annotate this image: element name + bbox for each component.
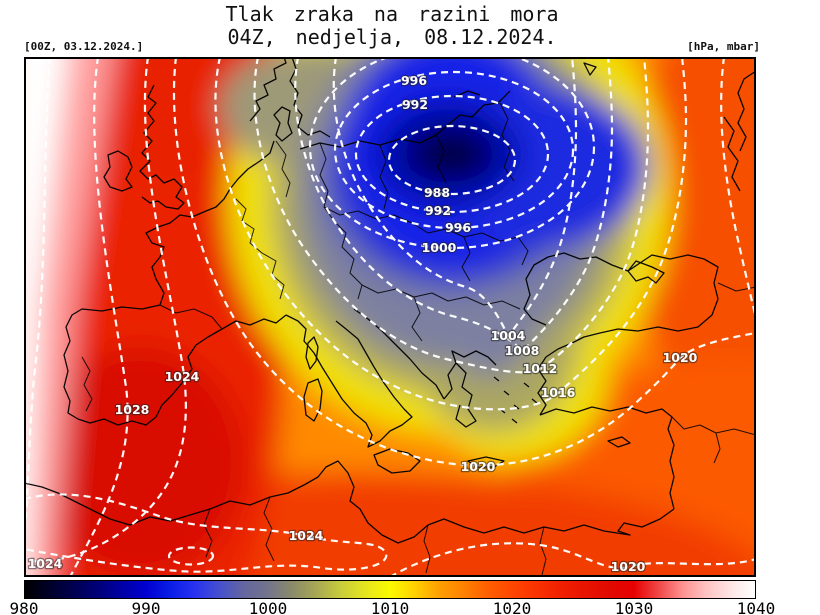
page-title: Tlak zraka na razini mora xyxy=(225,2,559,26)
isobar-value-label: 1020 xyxy=(461,459,496,474)
isobar-value-label: 1004 xyxy=(491,328,526,343)
model-run-label: [00Z, 03.12.2024.] xyxy=(24,40,144,53)
colorbar-tick-label: 980 xyxy=(9,599,39,615)
colorbar-tick-label: 990 xyxy=(131,599,161,615)
pressure-field xyxy=(24,57,756,577)
isobar-value-label: 1016 xyxy=(541,385,576,400)
colorbar-gradient xyxy=(24,580,756,599)
map-border xyxy=(24,57,756,577)
isobar-value-label: 1024 xyxy=(165,369,200,384)
isobar-value-label: 1008 xyxy=(505,343,540,358)
isobar-value-label: 996 xyxy=(445,220,471,235)
isobar-value-label: 1024 xyxy=(289,528,324,543)
colorbar-tick-label: 1000 xyxy=(248,599,288,615)
isobar-value-label: 996 xyxy=(401,73,427,88)
isobar-value-label: 988 xyxy=(424,185,450,200)
isobars xyxy=(24,57,756,577)
page-subtitle: 04Z, nedjelja, 08.12.2024. xyxy=(227,25,557,49)
isobar-value-label: 1020 xyxy=(611,559,646,574)
colorbar xyxy=(24,580,756,599)
colorbar-tick-label: 1030 xyxy=(614,599,654,615)
isobar-value-label: 992 xyxy=(425,203,451,218)
colorbar-tick-label: 1040 xyxy=(736,599,776,615)
isobar-value-label: 1020 xyxy=(663,350,698,365)
isobar-value-label: 1000 xyxy=(422,240,457,255)
colorbar-tick-label: 1010 xyxy=(370,599,410,615)
isobar-value-label: 1024 xyxy=(28,556,63,571)
isobar-value-label: 1012 xyxy=(523,361,558,376)
units-label: [hPa, mbar] xyxy=(687,40,760,53)
isobar-value-label: 992 xyxy=(402,97,428,112)
country-borders xyxy=(81,102,756,576)
isobar-value-label: 1028 xyxy=(115,402,150,417)
colorbar-ticks: 980 990 1000 1010 1020 1030 1040 xyxy=(0,599,820,615)
colorbar-tick-label: 1020 xyxy=(492,599,532,615)
